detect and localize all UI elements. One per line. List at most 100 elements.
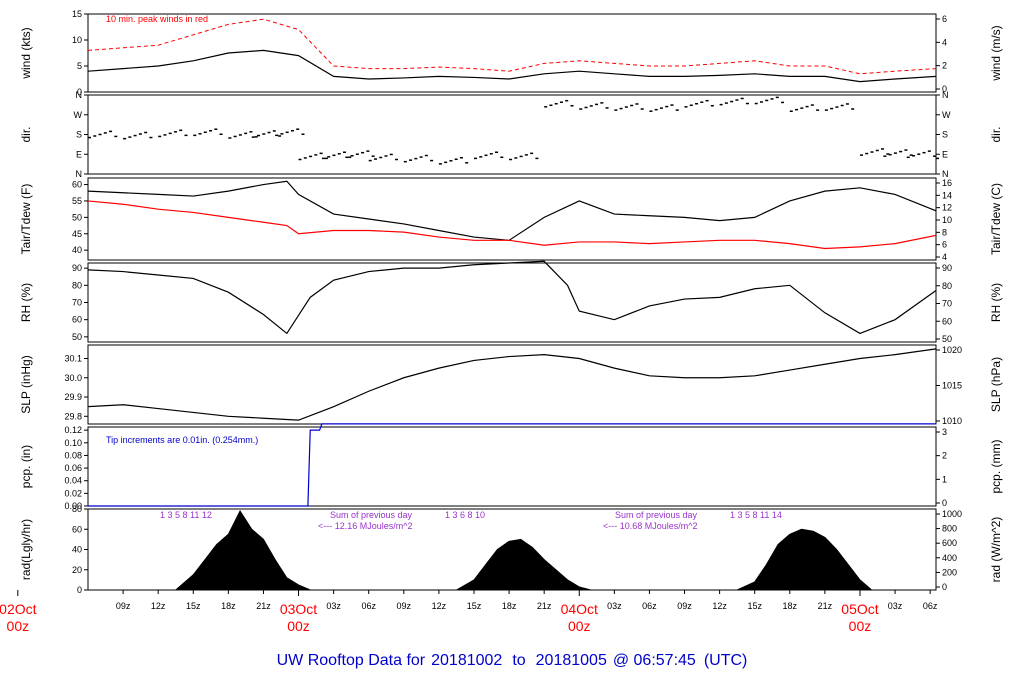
y-tick-label: N (76, 90, 83, 100)
direction-point (524, 154, 528, 156)
y-axis-label-right: SLP (hPa) (989, 357, 1003, 412)
direction-point (348, 156, 352, 159)
direction-point (810, 104, 814, 106)
direction-point (314, 154, 318, 156)
direction-point (719, 103, 723, 106)
y-tick-label-right: 14 (942, 190, 952, 200)
direction-point (549, 104, 553, 107)
direction-point (228, 137, 232, 139)
direction-point (759, 101, 763, 103)
y-tick-label: N (76, 169, 83, 179)
radiation-sum-value: <--- 10.68 MJoules/m^2 (603, 521, 698, 531)
radiation-hour-marks: 1 3 6 8 10 (445, 510, 485, 520)
y-tick-label-right: 4 (942, 37, 947, 47)
direction-point (840, 104, 844, 107)
direction-point (244, 132, 248, 135)
direction-point (495, 151, 499, 153)
series-line-temp-1 (87, 200, 937, 250)
direction-point (735, 99, 739, 101)
direction-point (98, 133, 102, 136)
direction-point (770, 98, 774, 100)
y-tick-label-right: 50 (942, 334, 952, 344)
radiation-area (454, 538, 592, 591)
direction-point (262, 133, 266, 135)
panel-frame (87, 94, 937, 175)
y-tick-label-right: 80 (942, 281, 952, 291)
direction-point (254, 136, 258, 138)
x-tick-label: 06z (361, 601, 376, 611)
y-tick-label: 60 (72, 524, 82, 534)
direction-point (649, 110, 653, 112)
direction-point (103, 132, 107, 134)
direction-point (883, 155, 887, 157)
y-tick-label-right: N (942, 90, 949, 100)
direction-point (424, 154, 428, 157)
direction-point (303, 157, 307, 159)
y-axis-label-left: SLP (inHg) (19, 355, 33, 413)
direction-point (886, 153, 890, 155)
y-tick-label: 10 (72, 35, 82, 45)
y-axis-label-left: Tair/Tdew (F) (19, 184, 33, 255)
y-tick-label-right: 1015 (942, 381, 962, 391)
direction-point (530, 152, 534, 155)
direction-point (309, 155, 313, 158)
direction-point (342, 151, 346, 153)
y-tick-label-right: 16 (942, 178, 952, 188)
y-tick-label: 20 (72, 565, 82, 575)
direction-point (337, 153, 341, 155)
x-tick-label: 03z (607, 601, 622, 611)
direction-point (893, 152, 897, 154)
direction-point (193, 134, 197, 137)
direction-point (730, 100, 734, 103)
y-tick-label: E (76, 149, 82, 159)
y-tick-label-right: 4 (942, 252, 947, 262)
y-axis-label-left: pcp. (in) (19, 445, 33, 488)
direction-point (870, 151, 874, 153)
y-tick-label-right: W (942, 110, 951, 120)
series-line-temp-0 (87, 180, 937, 241)
direction-point (936, 157, 939, 160)
y-axis-label-left: RH (%) (19, 283, 33, 322)
direction-point (624, 106, 628, 108)
direction-point (449, 160, 453, 162)
y-tick-label: 50 (72, 212, 82, 222)
direction-point (875, 149, 879, 152)
y-tick-label-right: 800 (942, 524, 957, 534)
y-tick-label: 5 (77, 61, 82, 71)
y-tick-label-right: 3 (942, 427, 947, 437)
direction-point (444, 161, 448, 164)
direction-point (321, 157, 325, 160)
y-tick-label-right: 6 (942, 14, 947, 24)
direction-point (705, 99, 709, 102)
direction-point (514, 157, 518, 159)
direction-point (275, 134, 279, 137)
footer-start: 20181002 (431, 652, 502, 669)
direction-point (570, 104, 574, 107)
y-axis-label-right: RH (%) (989, 283, 1003, 322)
y-tick-label-right: 0 (942, 582, 947, 592)
panel-dir: dir. dir.N NE ES SW WN N (19, 90, 1003, 179)
y-axis-label-left: wind (kts) (19, 27, 33, 79)
direction-point (128, 136, 132, 138)
x-tick-label: 06z (642, 601, 657, 611)
direction-point (489, 153, 493, 155)
footer-title: UW Rooftop Data for 20181002 to 20181005 @ 0… (277, 652, 748, 669)
direction-point (373, 158, 377, 160)
direction-point (700, 101, 704, 103)
direction-point (933, 155, 937, 157)
panel-annotation: 10 min. peak winds in red (106, 14, 208, 24)
y-tick-label-right: 1020 (942, 345, 962, 355)
direction-point (559, 101, 563, 103)
x-tick-label: 12z (151, 601, 166, 611)
direction-point (565, 99, 569, 102)
direction-point (301, 133, 305, 135)
direction-point (927, 150, 931, 152)
direction-point (403, 160, 407, 163)
y-tick-label-right: 1 (942, 474, 947, 484)
direction-point (922, 151, 926, 154)
direction-point (149, 136, 153, 139)
direction-point (203, 131, 207, 134)
series-line-rh-0 (87, 260, 937, 335)
direction-point (272, 130, 276, 132)
direction-point (168, 132, 172, 135)
